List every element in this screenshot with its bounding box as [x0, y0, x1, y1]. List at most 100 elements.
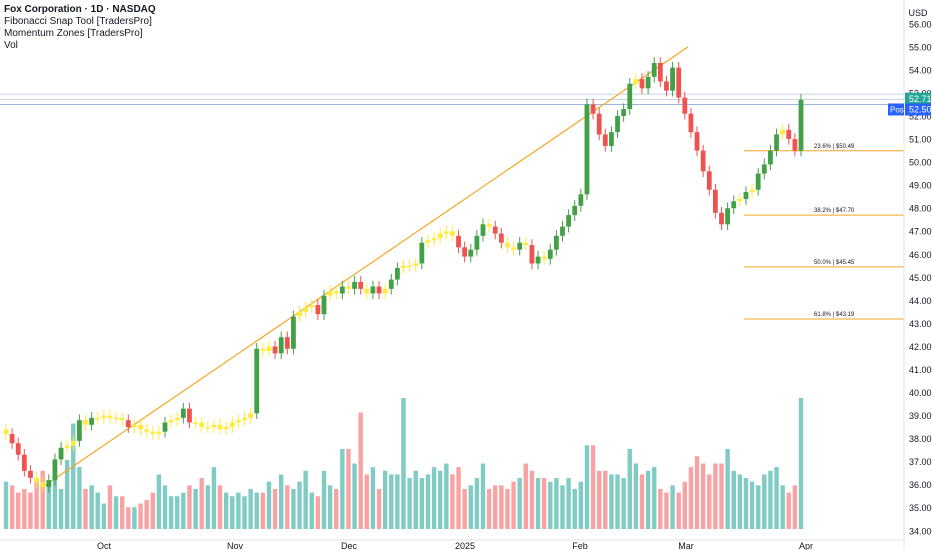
candle-body: [547, 249, 553, 259]
indicator-volume[interactable]: Vol: [4, 40, 18, 51]
volume-bar: [627, 448, 632, 529]
volume-bar: [603, 470, 608, 529]
candle-body: [15, 443, 21, 455]
candle-body: [578, 194, 584, 206]
price-axis[interactable]: USD 34.00 35.00 36.00 37.00 38.00 39.00 40.00 41…: [888, 0, 932, 550]
candle-body: [553, 235, 559, 250]
candle-body: [431, 238, 437, 241]
candle-body: [217, 424, 223, 430]
volume-bar: [285, 485, 290, 529]
candle-body: [284, 337, 290, 349]
volume-bar: [444, 463, 449, 529]
volume-bar: [639, 474, 645, 529]
volume-bar: [260, 492, 266, 529]
candle-body: [46, 480, 52, 487]
volume-bar: [22, 488, 27, 529]
volume-bar: [395, 474, 400, 529]
candle-body: [651, 63, 657, 77]
volume-bar: [364, 474, 370, 529]
candle-body: [523, 242, 529, 246]
volume-bar: [713, 463, 718, 529]
candle-body: [633, 79, 639, 84]
volume-bar: [615, 474, 620, 529]
volume-bar: [291, 488, 296, 529]
time-axis[interactable]: Oct Nov Dec 2025 Feb Mar Apr: [0, 539, 904, 550]
candle-body: [101, 415, 107, 418]
volume-bar: [40, 470, 45, 529]
volume-bar: [633, 463, 639, 529]
y-tick-label: 36.00: [909, 480, 932, 490]
indicator-momentum[interactable]: Momentum Zones [TradersPro]: [4, 28, 143, 39]
volume-bar: [737, 474, 743, 529]
candle-body: [89, 417, 95, 425]
volume-bar: [334, 488, 339, 529]
post-tag-text: Post: [890, 105, 907, 114]
candle-body: [321, 295, 327, 315]
candle-body: [394, 268, 400, 280]
volume-bar: [437, 470, 443, 529]
candle-body: [382, 288, 388, 294]
candle-body: [76, 420, 82, 441]
volume-bar: [376, 488, 382, 529]
candle-body: [193, 422, 198, 424]
y-tick-label: 41.00: [909, 365, 932, 375]
candle-body: [376, 286, 382, 294]
candle-body: [150, 431, 156, 434]
post-tag: [888, 103, 904, 116]
volume-bar: [548, 481, 553, 529]
volume-bar: [254, 492, 259, 529]
volume-bar: [486, 488, 492, 529]
volume-bar: [95, 492, 100, 529]
candle-body: [21, 454, 27, 471]
candle-body: [95, 417, 101, 420]
candle-body: [278, 337, 284, 354]
volume-bar: [272, 488, 278, 529]
volume-bar: [101, 503, 107, 529]
volume-bar: [162, 485, 168, 529]
candle-body: [125, 420, 131, 428]
volume-bar: [138, 503, 143, 529]
candle-body: [774, 134, 779, 151]
volume-bar: [248, 488, 253, 529]
volume-bar: [700, 463, 706, 529]
price-reference-lines: [0, 93, 904, 105]
candle-body: [749, 189, 755, 193]
volume-bar: [719, 463, 724, 529]
candle-body: [333, 291, 339, 294]
volume-bar: [358, 412, 363, 529]
symbol-title[interactable]: Fox Corporation · 1D · NASDAQ: [4, 4, 156, 15]
volume-bar: [780, 485, 785, 529]
volume-bar: [792, 485, 798, 529]
candle-body: [364, 288, 370, 294]
volume-bar: [431, 467, 437, 529]
candle-body: [572, 205, 578, 216]
indicator-fibonacci[interactable]: Fibonacci Snap Tool [TradersPro]: [4, 16, 152, 27]
volume-bar: [119, 496, 125, 529]
currency-label: USD: [908, 8, 928, 18]
candle-body: [248, 413, 254, 418]
volume-bar: [181, 492, 186, 529]
volume-bar: [407, 478, 412, 529]
candle-body: [480, 224, 486, 236]
volume-bar: [596, 470, 602, 529]
y-tick-label: 46.00: [909, 250, 932, 260]
volume-bars: [3, 398, 804, 529]
x-tick-label: Oct: [97, 541, 112, 550]
price-candles[interactable]: [3, 57, 804, 493]
candle-body: [780, 129, 786, 135]
candle-body: [664, 81, 669, 91]
candle-body: [792, 139, 798, 151]
candle-body: [529, 245, 535, 264]
post-price-tag: [905, 103, 931, 116]
volume-bar: [64, 459, 70, 529]
volume-bar: [676, 492, 681, 529]
volume-bar: [731, 470, 736, 529]
volume-bar: [28, 492, 33, 529]
volume-bar: [566, 478, 571, 529]
volume-bar: [694, 456, 700, 529]
candle-body: [761, 164, 767, 174]
volume-bar: [762, 474, 767, 529]
candle-body: [566, 215, 572, 227]
